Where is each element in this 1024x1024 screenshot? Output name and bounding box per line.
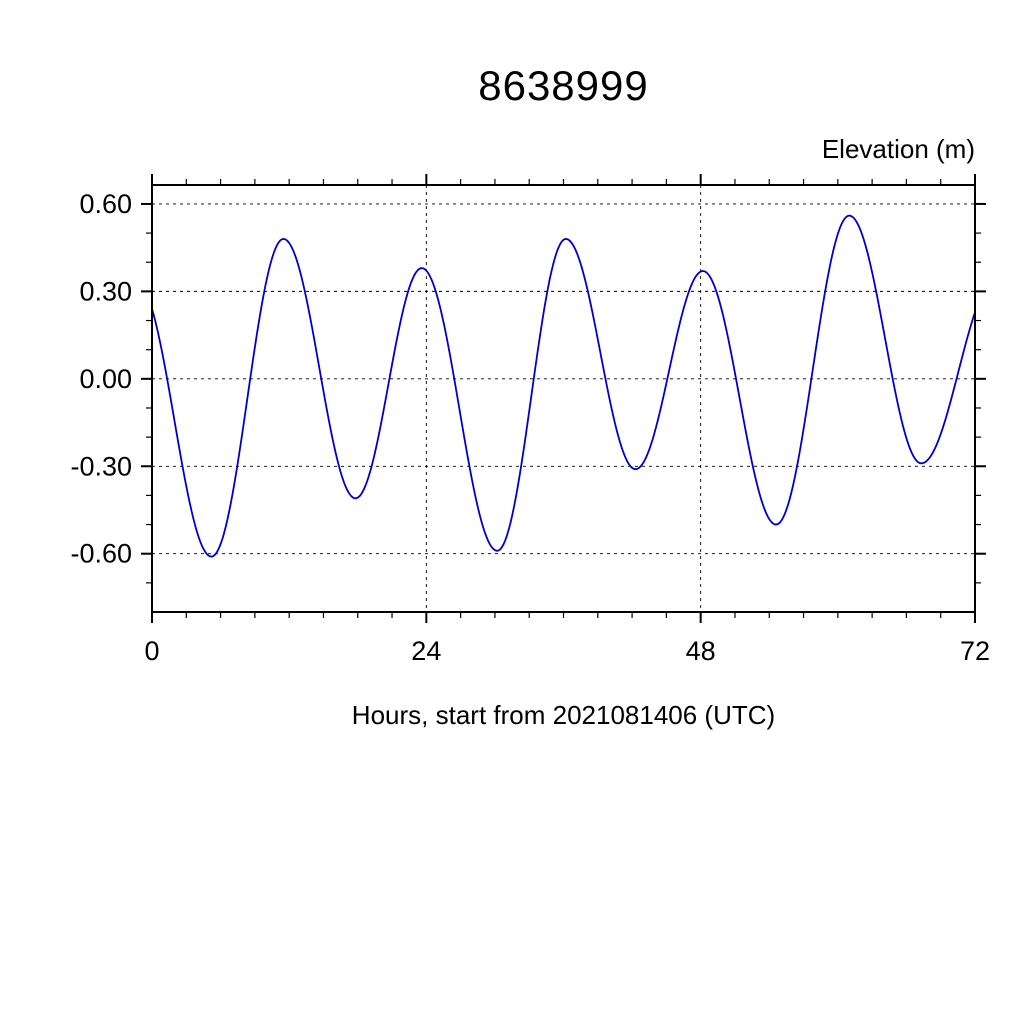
y-tick-label: -0.60 [70,539,132,569]
y-tick-label: -0.30 [70,451,132,481]
x-tick-label: 48 [686,636,716,666]
x-axis-title: Hours, start from 2021081406 (UTC) [351,700,776,730]
y-tick-label: 0.30 [79,276,132,306]
chart-title: 8638999 [478,62,649,109]
x-tick-label: 24 [411,636,441,666]
x-tick-label: 0 [144,636,159,666]
y-tick-label: 0.60 [79,189,132,219]
y-tick-label: 0.00 [79,364,132,394]
y-axis-title: Elevation (m) [821,134,975,164]
tide-curve [151,214,976,558]
x-tick-label: 72 [960,636,990,666]
